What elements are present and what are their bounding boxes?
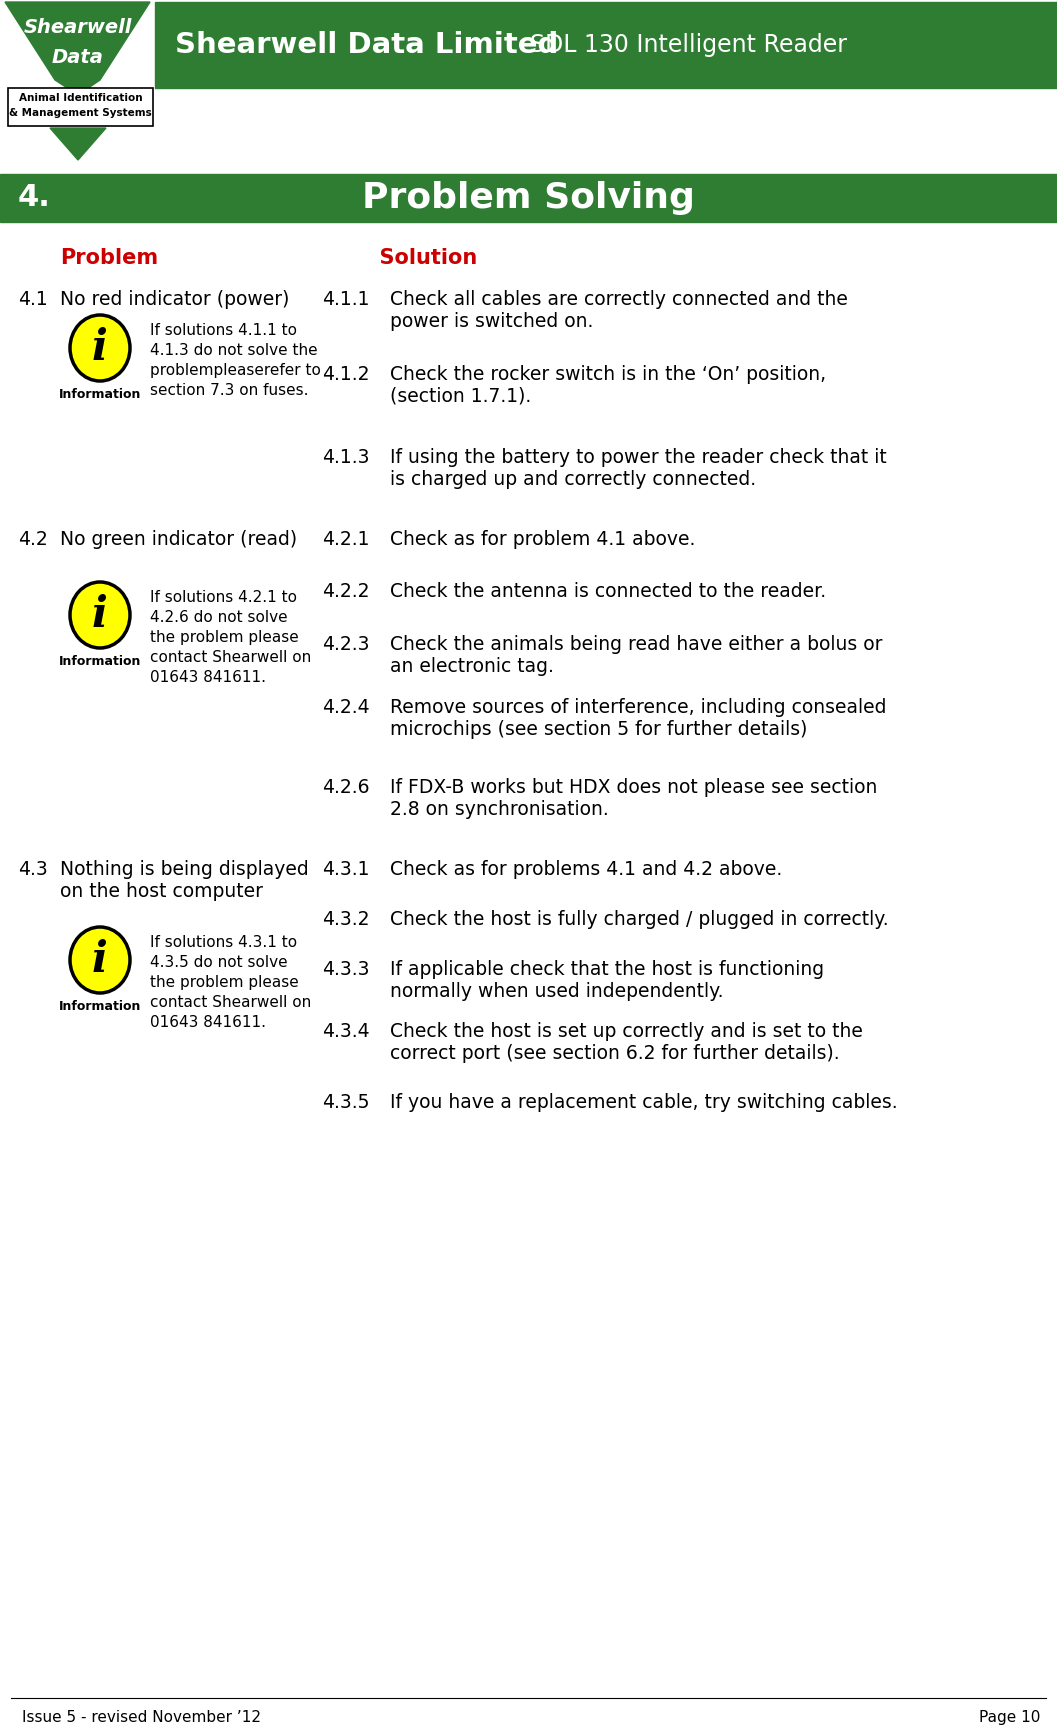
Text: If solutions 4.1.1 to: If solutions 4.1.1 to bbox=[150, 324, 297, 337]
Text: Check the host is fully charged / plugged in correctly.: Check the host is fully charged / plugge… bbox=[390, 910, 889, 929]
Text: 4.3: 4.3 bbox=[18, 860, 48, 879]
Text: power is switched on.: power is switched on. bbox=[390, 311, 593, 330]
Text: microchips (see section 5 for further details): microchips (see section 5 for further de… bbox=[390, 720, 808, 739]
Text: the problem please: the problem please bbox=[150, 630, 299, 645]
Text: Remove sources of interference, including consealed: Remove sources of interference, includin… bbox=[390, 697, 887, 716]
Text: Check all cables are correctly connected and the: Check all cables are correctly connected… bbox=[390, 291, 848, 310]
Text: No red indicator (power): No red indicator (power) bbox=[60, 291, 290, 310]
Text: 4.1.3 do not solve the: 4.1.3 do not solve the bbox=[150, 343, 317, 358]
Text: If using the battery to power the reader check that it: If using the battery to power the reader… bbox=[390, 448, 887, 467]
Text: 4.2.6 do not solve: 4.2.6 do not solve bbox=[150, 611, 288, 625]
Text: the problem please: the problem please bbox=[150, 976, 299, 990]
Text: 4.3.4: 4.3.4 bbox=[322, 1022, 370, 1041]
Text: Check the host is set up correctly and is set to the: Check the host is set up correctly and i… bbox=[390, 1022, 863, 1041]
Text: 4.2.6: 4.2.6 bbox=[322, 778, 370, 798]
Text: Check the antenna is connected to the reader.: Check the antenna is connected to the re… bbox=[390, 581, 827, 600]
Text: Data: Data bbox=[52, 48, 104, 67]
Text: Issue 5 - revised November ’12: Issue 5 - revised November ’12 bbox=[22, 1709, 261, 1725]
Text: If solutions 4.2.1 to: If solutions 4.2.1 to bbox=[150, 590, 297, 606]
Text: correct port (see section 6.2 for further details).: correct port (see section 6.2 for furthe… bbox=[390, 1043, 839, 1062]
Text: contact Shearwell on: contact Shearwell on bbox=[150, 650, 311, 664]
Bar bbox=[155, 2, 1057, 88]
Ellipse shape bbox=[70, 927, 130, 993]
Ellipse shape bbox=[70, 581, 130, 649]
Text: No green indicator (read): No green indicator (read) bbox=[60, 529, 297, 548]
Text: 4.3.2: 4.3.2 bbox=[322, 910, 370, 929]
Text: 4.2.3: 4.2.3 bbox=[322, 635, 370, 654]
Text: normally when used independently.: normally when used independently. bbox=[390, 983, 723, 1002]
Text: 4.3.3: 4.3.3 bbox=[322, 960, 370, 979]
Text: is charged up and correctly connected.: is charged up and correctly connected. bbox=[390, 471, 756, 490]
Polygon shape bbox=[50, 128, 106, 159]
Text: contact Shearwell on: contact Shearwell on bbox=[150, 995, 311, 1010]
Text: 4.1.3: 4.1.3 bbox=[322, 448, 370, 467]
Text: If solutions 4.3.1 to: If solutions 4.3.1 to bbox=[150, 934, 297, 950]
Text: 4.2.1: 4.2.1 bbox=[322, 529, 370, 548]
Text: 4.1.1: 4.1.1 bbox=[322, 291, 370, 310]
Text: 4.2: 4.2 bbox=[18, 529, 48, 548]
Text: 01643 841611.: 01643 841611. bbox=[150, 670, 266, 685]
Text: on the host computer: on the host computer bbox=[60, 882, 263, 901]
Bar bbox=[8, 88, 153, 126]
Text: Animal Identification: Animal Identification bbox=[19, 93, 143, 104]
Text: 01643 841611.: 01643 841611. bbox=[150, 1016, 266, 1029]
Text: Problem: Problem bbox=[60, 247, 159, 268]
Text: i: i bbox=[92, 939, 108, 981]
Polygon shape bbox=[5, 2, 150, 95]
Text: i: i bbox=[92, 593, 108, 637]
Text: Information: Information bbox=[59, 656, 142, 668]
Text: If you have a replacement cable, try switching cables.: If you have a replacement cable, try swi… bbox=[390, 1093, 897, 1112]
Text: Page 10: Page 10 bbox=[979, 1709, 1040, 1725]
Text: Check as for problem 4.1 above.: Check as for problem 4.1 above. bbox=[390, 529, 696, 548]
Text: section 7.3 on fuses.: section 7.3 on fuses. bbox=[150, 382, 309, 398]
Text: 4.: 4. bbox=[18, 183, 51, 213]
Text: Solution: Solution bbox=[365, 247, 478, 268]
Text: 4.1: 4.1 bbox=[18, 291, 48, 310]
Text: Check the rocker switch is in the ‘On’ position,: Check the rocker switch is in the ‘On’ p… bbox=[390, 365, 827, 384]
Text: problempleaserefer to: problempleaserefer to bbox=[150, 363, 321, 377]
Text: Information: Information bbox=[59, 1000, 142, 1014]
Text: Check the animals being read have either a bolus or: Check the animals being read have either… bbox=[390, 635, 883, 654]
Text: i: i bbox=[92, 327, 108, 368]
Text: Check as for problems 4.1 and 4.2 above.: Check as for problems 4.1 and 4.2 above. bbox=[390, 860, 782, 879]
Text: SDL 130 Intelligent Reader: SDL 130 Intelligent Reader bbox=[530, 33, 847, 57]
Text: Shearwell Data Limited: Shearwell Data Limited bbox=[175, 31, 558, 59]
Text: Information: Information bbox=[59, 388, 142, 401]
Ellipse shape bbox=[70, 315, 130, 381]
Text: an electronic tag.: an electronic tag. bbox=[390, 657, 554, 676]
Text: 4.3.5 do not solve: 4.3.5 do not solve bbox=[150, 955, 288, 971]
Text: (section 1.7.1).: (section 1.7.1). bbox=[390, 388, 532, 407]
Text: 2.8 on synchronisation.: 2.8 on synchronisation. bbox=[390, 799, 609, 818]
Text: 4.2.2: 4.2.2 bbox=[322, 581, 370, 600]
Text: Shearwell: Shearwell bbox=[24, 17, 132, 36]
Text: If applicable check that the host is functioning: If applicable check that the host is fun… bbox=[390, 960, 824, 979]
Text: Problem Solving: Problem Solving bbox=[361, 182, 694, 215]
Text: & Management Systems: & Management Systems bbox=[10, 107, 152, 118]
Text: 4.3.5: 4.3.5 bbox=[322, 1093, 370, 1112]
Bar bbox=[0, 175, 1057, 221]
Text: If FDX-B works but HDX does not please see section: If FDX-B works but HDX does not please s… bbox=[390, 778, 877, 798]
Text: 4.3.1: 4.3.1 bbox=[322, 860, 370, 879]
Text: 4.1.2: 4.1.2 bbox=[322, 365, 370, 384]
Text: Nothing is being displayed: Nothing is being displayed bbox=[60, 860, 309, 879]
Text: 4.2.4: 4.2.4 bbox=[322, 697, 370, 716]
